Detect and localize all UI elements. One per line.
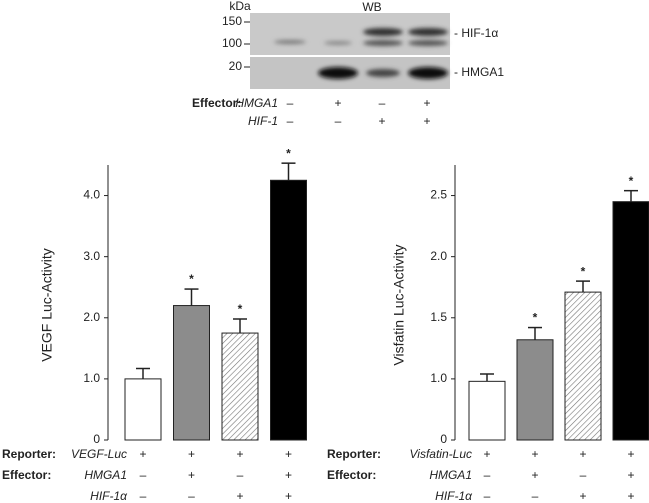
row-label: Reporter: xyxy=(327,447,381,461)
sign: – xyxy=(287,96,294,110)
sign: – xyxy=(484,489,491,503)
band xyxy=(324,41,352,45)
row-name: HMGA1 xyxy=(84,468,127,482)
sign: + xyxy=(139,447,146,461)
y-axis-label: VEGF Luc-Activity xyxy=(39,248,55,362)
bar xyxy=(516,339,554,441)
sign: + xyxy=(423,114,430,128)
sign: + xyxy=(285,468,292,482)
sign: + xyxy=(531,447,538,461)
sign: + xyxy=(236,447,243,461)
bar xyxy=(564,291,602,441)
sign: – xyxy=(287,114,294,128)
effector-label: Effector: xyxy=(192,96,241,110)
sign: + xyxy=(285,489,292,503)
sign: – xyxy=(188,489,195,503)
y-tick-label: 2.0 xyxy=(83,310,100,324)
sign: – xyxy=(379,96,386,110)
row-name: VEGF-Luc xyxy=(71,447,127,461)
row-name: HIF-1α xyxy=(90,489,128,503)
bar xyxy=(612,201,649,441)
sign: + xyxy=(531,468,538,482)
sign: – xyxy=(484,468,491,482)
sign: + xyxy=(579,489,586,503)
sign: + xyxy=(378,114,385,128)
sign: – xyxy=(335,114,342,128)
band xyxy=(363,40,403,46)
significance: * xyxy=(286,146,291,160)
band-label: - HIF-1α xyxy=(454,26,498,40)
sign: + xyxy=(334,96,341,110)
sign: – xyxy=(580,468,587,482)
significance: * xyxy=(581,264,586,278)
western-blot: kDa WB 150 100 20 - HIF-1α - HMGA1 Effec… xyxy=(192,0,504,128)
row-name: HIF-1 xyxy=(248,114,278,128)
y-tick-label: 0 xyxy=(440,432,447,446)
bar xyxy=(221,332,259,441)
sign: – xyxy=(140,489,147,503)
marker-label: 150 xyxy=(222,14,242,28)
sign: – xyxy=(237,468,244,482)
sign: – xyxy=(140,468,147,482)
band xyxy=(318,67,358,79)
sign: + xyxy=(236,489,243,503)
significance: * xyxy=(238,302,243,316)
band xyxy=(408,67,448,79)
y-tick-label: 0 xyxy=(93,432,100,446)
significance: * xyxy=(533,311,538,325)
row-label: Effector: xyxy=(327,468,376,482)
sign: + xyxy=(285,447,292,461)
row-label: Effector: xyxy=(2,468,51,482)
band xyxy=(366,69,400,77)
row-name: HIF-1α xyxy=(435,489,473,503)
band xyxy=(408,28,448,36)
blot-title: WB xyxy=(362,0,381,14)
bar xyxy=(270,179,307,441)
band xyxy=(363,28,403,36)
y-tick-label: 1.5 xyxy=(430,310,447,324)
sign: + xyxy=(627,447,634,461)
band xyxy=(408,40,448,46)
bands xyxy=(274,28,448,79)
marker-label: 100 xyxy=(222,36,242,50)
marker-label: 20 xyxy=(229,59,243,73)
sign: + xyxy=(188,447,195,461)
y-tick-label: 1.0 xyxy=(430,371,447,385)
significance: * xyxy=(629,174,634,188)
band xyxy=(274,40,306,44)
sign: + xyxy=(627,468,634,482)
bar xyxy=(124,378,162,441)
sign: + xyxy=(423,96,430,110)
sign: + xyxy=(188,468,195,482)
significance: * xyxy=(189,272,194,286)
row-name: Visfatin-Luc xyxy=(410,447,472,461)
sign: + xyxy=(483,447,490,461)
sign: – xyxy=(532,489,539,503)
row-label: Reporter: xyxy=(2,447,56,461)
y-tick-label: 2.5 xyxy=(430,188,447,202)
row-name: HMGA1 xyxy=(429,468,472,482)
sign: + xyxy=(579,447,586,461)
sign: + xyxy=(627,489,634,503)
y-axis-label: Visfatin Luc-Activity xyxy=(391,244,407,365)
bar xyxy=(468,380,506,441)
unit-label: kDa xyxy=(229,0,251,13)
y-tick-label: 2.0 xyxy=(430,249,447,263)
y-tick-label: 4.0 xyxy=(83,188,100,202)
bar xyxy=(173,305,210,441)
row-name: HMGA1 xyxy=(235,96,278,110)
band-label: - HMGA1 xyxy=(454,65,504,79)
y-tick-label: 3.0 xyxy=(83,249,100,263)
y-tick-label: 1.0 xyxy=(83,371,100,385)
